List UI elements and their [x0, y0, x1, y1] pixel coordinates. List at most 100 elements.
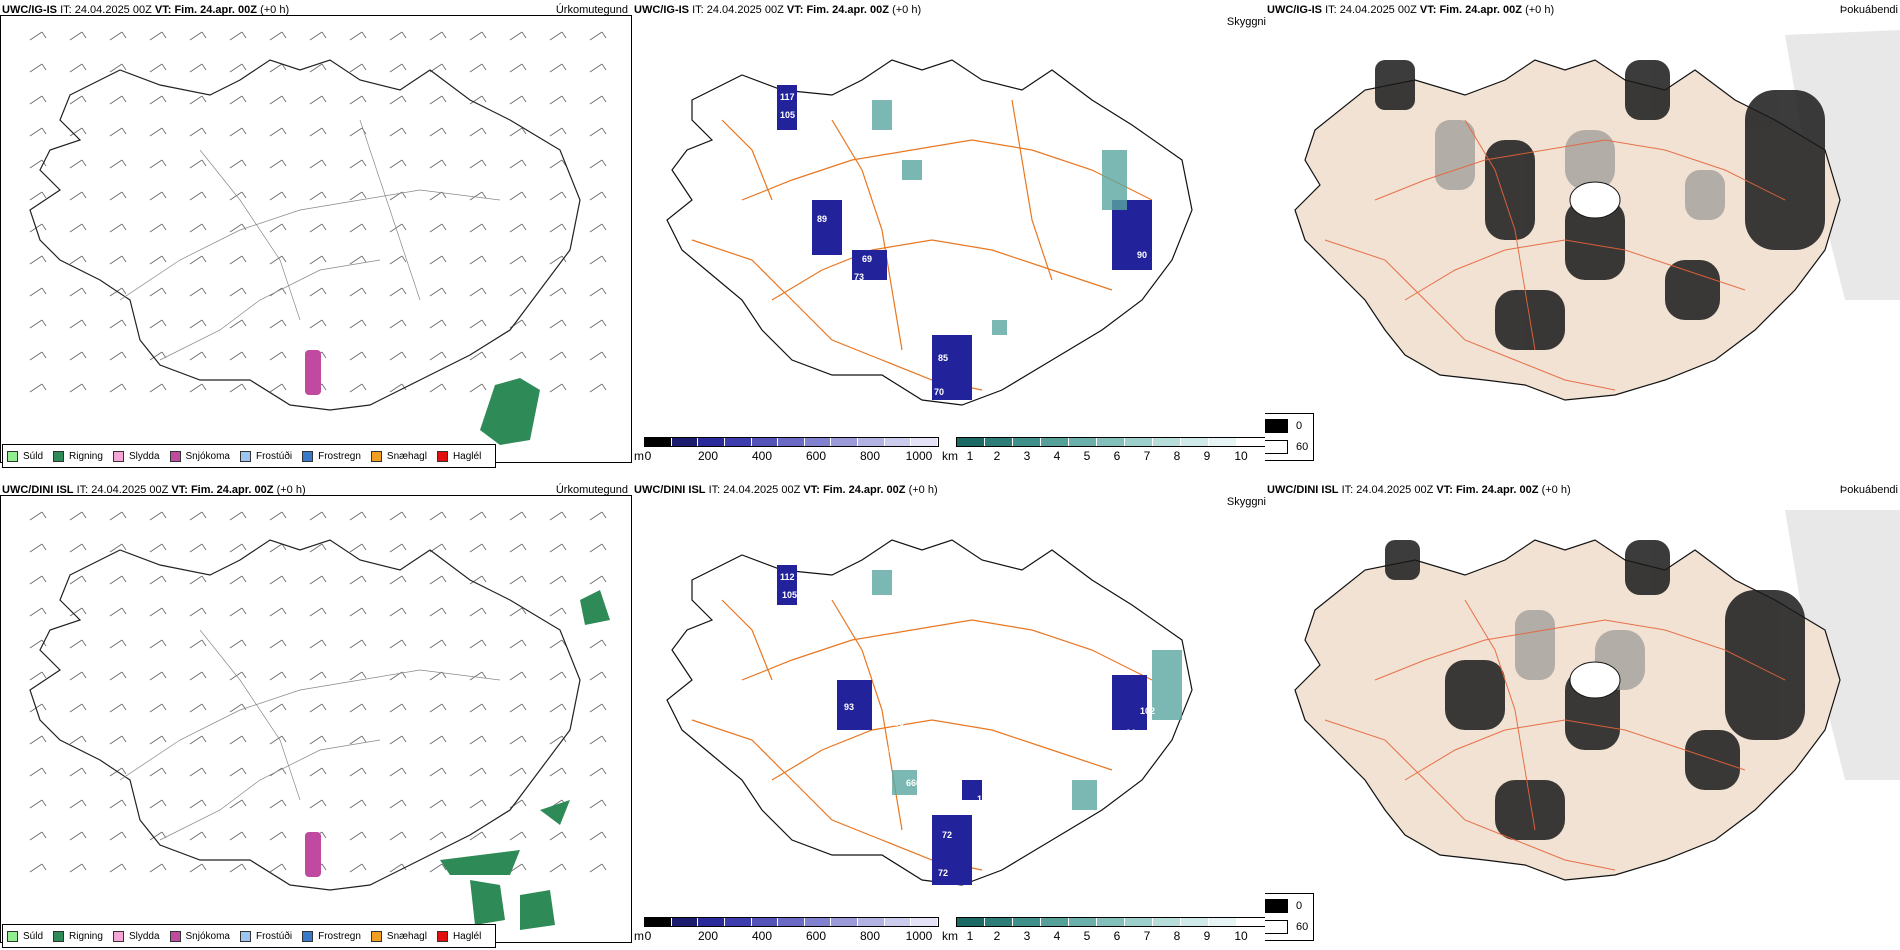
wind-barb: [189, 639, 207, 649]
wind-barb: [589, 127, 607, 137]
wind-barb: [189, 767, 207, 777]
cloud-base-tick: 1000: [905, 449, 933, 463]
wind-barb: [269, 351, 287, 361]
wind-barb: [309, 255, 327, 265]
wind-barb: [429, 639, 447, 649]
wind-barb: [269, 319, 287, 329]
wind-barb: [469, 287, 487, 297]
vt-label: VT:: [1436, 484, 1453, 496]
precip-legend: Súld Rigning Slydda Snjókoma Frostúði Fr…: [2, 924, 497, 948]
wind-barb: [69, 255, 87, 265]
wind-barb: [549, 767, 567, 777]
visibility-tick: 5: [1083, 929, 1091, 943]
wind-barb: [29, 95, 47, 105]
wind-barb: [469, 255, 487, 265]
wind-barb: [29, 319, 47, 329]
legend-item-sudd: Súld: [7, 930, 43, 942]
wind-barb: [509, 607, 527, 617]
wind-barb: [269, 543, 287, 553]
wind-barb: [229, 607, 247, 617]
wind-barb: [229, 63, 247, 73]
wind-barb: [109, 831, 127, 841]
fog-legend: 0 60: [1265, 413, 1314, 461]
it-value: 24.04.2025 00Z: [91, 484, 169, 496]
wind-barb: [269, 863, 287, 873]
wind-barb: [29, 511, 47, 521]
wind-barb: [69, 863, 87, 873]
wind-barb: [349, 703, 367, 713]
wind-barb: [389, 63, 407, 73]
wind-barb: [589, 383, 607, 393]
wind-barb: [149, 383, 167, 393]
it-label: IT:: [60, 4, 72, 16]
legend-item-frostregn: Frostregn: [302, 450, 361, 462]
wind-barb: [149, 255, 167, 265]
wind-barb: [189, 223, 207, 233]
wind-barb: [149, 31, 167, 41]
cloud-base-tick: 400: [751, 449, 773, 463]
precip-type-panel: UWC/DINI ISL IT: 24.04.2025 00Z VT: Fim.…: [0, 480, 632, 950]
wind-barb: [269, 95, 287, 105]
fog-legend-swatch: [1265, 440, 1288, 454]
legend-swatch: [112, 930, 124, 942]
wind-barb: [509, 543, 527, 553]
wind-barb: [589, 543, 607, 553]
wind-barb: [429, 319, 447, 329]
wind-barb: [429, 351, 447, 361]
fog-legend-label: 0: [1296, 900, 1303, 912]
legend-swatch: [436, 930, 448, 942]
wind-barb: [269, 127, 287, 137]
wind-barb: [69, 511, 87, 521]
fog-legend-row: 0: [1265, 899, 1302, 913]
wind-barb: [29, 607, 47, 617]
wind-barb: [69, 127, 87, 137]
legend-item-frostudi: Frostúði: [239, 930, 292, 942]
vt-value: Fim. 24.apr. 00Z: [806, 4, 889, 16]
wind-barb: [389, 575, 407, 585]
wind-barb: [589, 767, 607, 777]
wind-barb: [429, 63, 447, 73]
legend-swatch: [53, 450, 65, 462]
wind-barb: [469, 607, 487, 617]
lead-time: (+0 h): [260, 4, 290, 16]
wind-barb: [189, 799, 207, 809]
wind-barb: [189, 319, 207, 329]
wind-barb: [69, 191, 87, 201]
wind-barb: [429, 127, 447, 137]
wind-barb: [429, 223, 447, 233]
cloud-base-tick: 600: [805, 449, 827, 463]
precip-type-map: [29, 31, 607, 445]
vis-label: 101: [977, 794, 992, 804]
wind-barb: [349, 31, 367, 41]
wind-barb: [509, 735, 527, 745]
wind-barb: [509, 223, 527, 233]
it-label: IT:: [76, 484, 89, 496]
it-value: 24.04.2025 00Z: [1356, 484, 1434, 496]
wind-barb: [229, 255, 247, 265]
wind-barb: [589, 287, 607, 297]
vis-label: 1: [1130, 177, 1135, 187]
wind-barb: [509, 351, 527, 361]
legend-item-slydda: Slydda: [112, 450, 160, 462]
wind-barb: [69, 63, 87, 73]
wind-barb: [509, 63, 527, 73]
wind-barb: [429, 607, 447, 617]
wind-barb: [29, 671, 47, 681]
wind-barb: [349, 671, 367, 681]
wind-barb: [29, 575, 47, 585]
wind-barb: [389, 287, 407, 297]
wind-barb: [269, 831, 287, 841]
wind-barb: [269, 255, 287, 265]
wind-barb: [109, 63, 127, 73]
wind-barb: [189, 351, 207, 361]
wind-barb: [269, 159, 287, 169]
visibility-tick: 3: [1023, 929, 1031, 943]
wind-barb: [429, 735, 447, 745]
visibility-tick: 6: [1113, 929, 1121, 943]
wind-barb: [189, 95, 207, 105]
fog-indicator-panel: UWC/IG-IS IT: 24.04.2025 00Z VT: Fim. 24…: [1265, 0, 1900, 470]
lead-time: (+0 h): [892, 4, 922, 16]
wind-barb: [309, 63, 327, 73]
vis-label: 127: [912, 828, 927, 838]
wind-barb: [469, 31, 487, 41]
